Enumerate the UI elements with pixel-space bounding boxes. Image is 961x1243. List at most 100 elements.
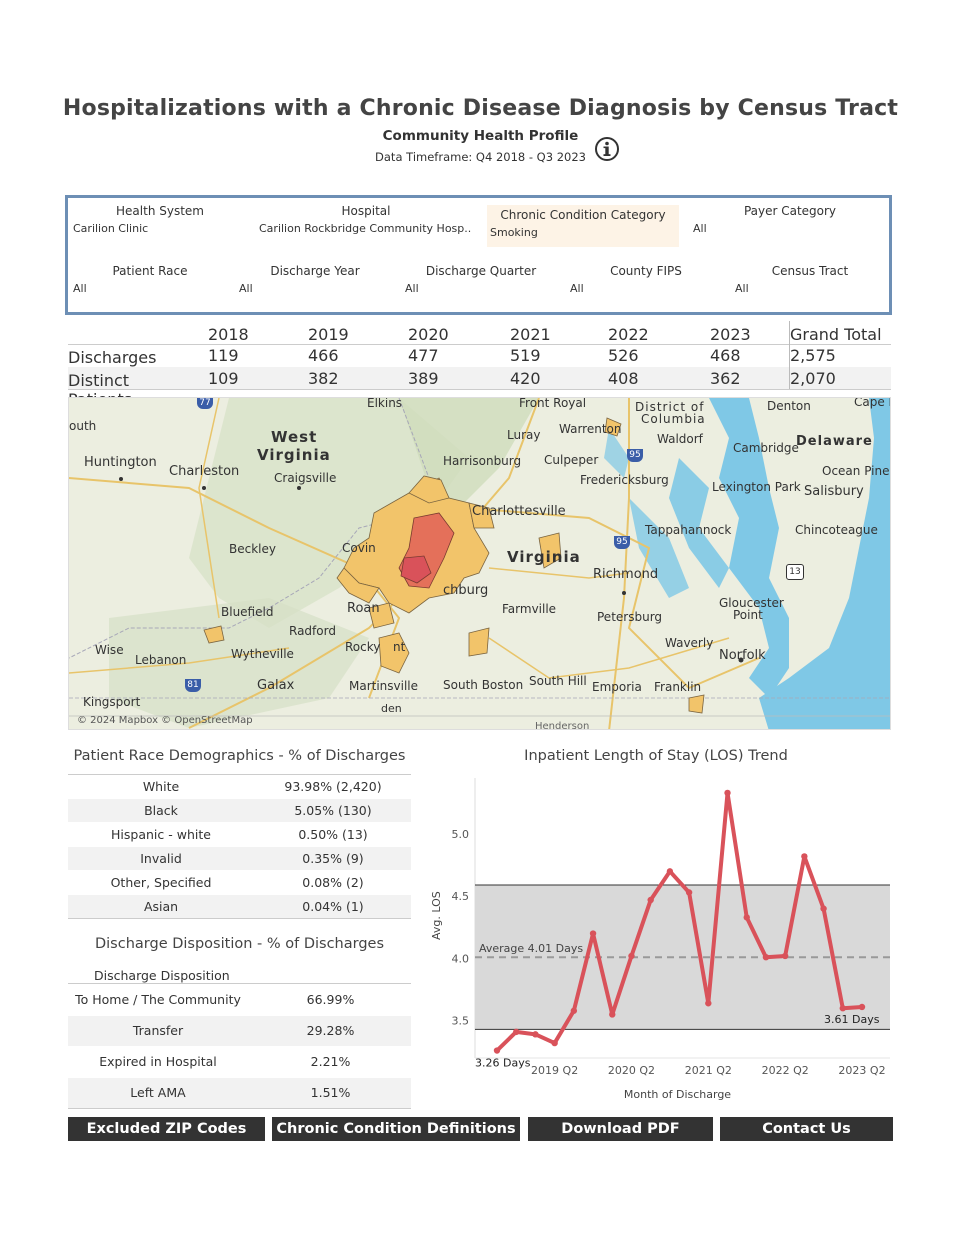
y-tick-label: 4.5 — [452, 890, 470, 903]
table-row: To Home / The Community 66.99% — [68, 985, 411, 1015]
filter-hospital[interactable]: Carilion Rockbridge Community Hosp.. — [259, 222, 472, 235]
disposition-divider — [68, 983, 411, 984]
filter-payer-category[interactable]: All — [693, 222, 707, 235]
data-point — [647, 896, 654, 904]
download-pdf-button[interactable]: Download PDF — [528, 1117, 713, 1141]
filter-chronic-condition[interactable]: Smoking — [490, 226, 538, 239]
map-label: Galax — [257, 678, 295, 693]
data-point — [513, 1028, 520, 1036]
filter-discharge-year[interactable]: All — [239, 282, 253, 295]
disposition-value: 29.28% — [306, 1023, 355, 1038]
data-point — [705, 1000, 712, 1007]
highway-shield-icon: 77 — [197, 398, 213, 409]
summary-cell: 519 — [510, 346, 541, 365]
summary-cell: 408 — [608, 369, 639, 388]
map-label: Farmville — [502, 602, 557, 616]
map-label: Beckley — [229, 542, 276, 556]
summary-col-2022: 2022 — [608, 325, 649, 344]
map-attribution[interactable]: © 2024 Mapbox © OpenStreetMap — [77, 715, 253, 726]
y-tick-label: 3.5 — [452, 1015, 470, 1028]
data-point — [570, 1007, 578, 1014]
summary-col-2019: 2019 — [308, 325, 349, 344]
map-label: Petersburg — [597, 610, 663, 624]
map-label: Point — [733, 608, 763, 622]
x-tick-label: 2019 Q2 — [531, 1064, 578, 1077]
map-label: Rocky — [345, 640, 381, 654]
map-label: West — [271, 428, 318, 446]
summary-col-grand-total: Grand Total — [790, 325, 882, 344]
map-label: Gloucester — [719, 596, 784, 610]
map-label: Lexington Park — [712, 480, 801, 494]
filter-label-county-fips: County FIPS — [610, 264, 682, 278]
x-axis-label: Month of Discharge — [624, 1088, 731, 1101]
map-label: Harrisonburg — [443, 454, 522, 468]
map-label: South Boston — [443, 678, 524, 692]
filter-label-payer-category: Payer Category — [743, 204, 837, 218]
excluded-zip-codes-button[interactable]: Excluded ZIP Codes — [68, 1117, 265, 1141]
filter-panel — [65, 195, 892, 315]
filter-label-discharge-year: Discharge Year — [270, 264, 360, 278]
summary-cell: 420 — [510, 369, 541, 388]
filter-health-system[interactable]: Carilion Clinic — [73, 222, 149, 235]
filter-label-census-tract: Census Tract — [771, 264, 849, 278]
filter-discharge-quarter[interactable]: All — [405, 282, 419, 295]
summary-col-2021: 2021 — [510, 325, 551, 344]
los-trend-chart[interactable]: Average 4.01 Days 3.54.04.55.0 2019 Q2 20… — [420, 768, 900, 1108]
table-row: Expired in Hospital 2.21% — [68, 1047, 411, 1077]
summary-col-2018: 2018 — [208, 325, 249, 344]
summary-cell: 2,575 — [790, 346, 836, 365]
filter-county-fips[interactable]: All — [570, 282, 584, 295]
map-label: Radford — [289, 624, 336, 638]
chronic-condition-definitions-button[interactable]: Chronic Condition Definitions — [272, 1117, 520, 1141]
data-point — [839, 1005, 846, 1012]
disposition-value: 66.99% — [306, 992, 355, 1007]
summary-cell: 362 — [710, 369, 741, 388]
data-timeframe: Data Timeframe: Q4 2018 - Q3 2023 — [375, 150, 586, 164]
average-label: Average 4.01 Days — [479, 942, 583, 955]
map-label: Lebanon — [135, 653, 187, 667]
end-value-label: 3.61 Days — [824, 1013, 880, 1026]
filter-chronic-condition-box[interactable] — [487, 205, 679, 247]
table-row: Invalid 0.35% (9) — [68, 847, 411, 870]
race-value: 0.35% (9) — [302, 851, 364, 866]
map-label: Martinsville — [349, 679, 419, 693]
table-row: Black 5.05% (130) — [68, 799, 411, 822]
map-label: Charlottesville — [472, 504, 566, 519]
map-label: Henderson — [535, 721, 590, 730]
data-point — [666, 868, 674, 875]
table-row: Transfer 29.28% — [68, 1016, 411, 1046]
filter-label-patient-race: Patient Race — [112, 264, 188, 278]
map-canvas — [69, 398, 890, 729]
map-label: Richmond — [593, 567, 659, 582]
data-point — [781, 952, 789, 960]
summary-cell: 466 — [308, 346, 339, 365]
y-axis-ticks: 3.5 4.0 4.5 5.0 — [452, 828, 470, 1028]
map-label: Franklin — [654, 680, 702, 694]
disposition-column-header: Discharge Disposition — [94, 968, 230, 983]
summary-col-2023: 2023 — [710, 325, 751, 344]
map-label: Cape M — [854, 397, 890, 409]
table-row: Hispanic - white 0.50% (13) — [68, 823, 411, 846]
data-point — [551, 1039, 558, 1047]
map-label: chburg — [443, 583, 489, 598]
census-tract-map[interactable]: West Virginia Virginia Delaware District… — [68, 397, 891, 730]
disposition-section-title: Discharge Disposition - % of Discharges — [94, 936, 385, 952]
disposition-value: 1.51% — [310, 1085, 351, 1100]
contact-us-button[interactable]: Contact Us — [720, 1117, 893, 1141]
race-section-title: Patient Race Demographics - % of Dischar… — [73, 748, 406, 764]
chart-title: Inpatient Length of Stay (LOS) Trend — [524, 748, 788, 764]
map-label: outh — [69, 419, 97, 433]
race-label: White — [142, 779, 180, 794]
filter-patient-race[interactable]: All — [73, 282, 87, 295]
map-label: Warrenton — [559, 422, 622, 436]
race-divider — [68, 774, 411, 775]
info-icon[interactable] — [594, 136, 620, 162]
highway-shield-icon: 95 — [614, 536, 630, 549]
x-tick-label: 2023 Q2 — [838, 1064, 885, 1077]
map-label: Waverly — [665, 636, 714, 650]
filter-census-tract[interactable]: All — [735, 282, 749, 295]
filter-label-chronic-condition: Chronic Condition Category — [500, 208, 666, 222]
data-point — [493, 1047, 501, 1054]
race-label: Hispanic - white — [111, 827, 211, 842]
map-label: Norfolk — [719, 648, 766, 663]
